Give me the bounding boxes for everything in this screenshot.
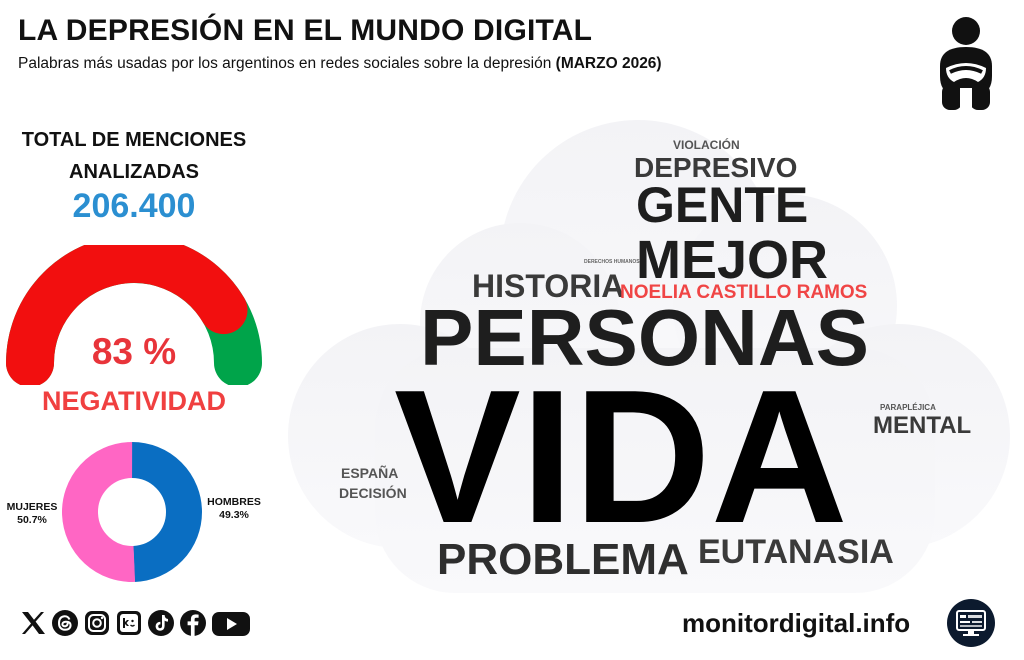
youtube-icon[interactable] — [210, 608, 252, 638]
subtitle-date: (MARZO 2026) — [555, 55, 662, 72]
women-value: 50.7% — [17, 514, 47, 526]
word-cloud-background — [288, 120, 1010, 593]
women-label-group: MUJERES 50.7% — [4, 501, 60, 527]
total-mentions-label: TOTAL DE MENCIONES ANALIZADAS — [21, 129, 247, 183]
negativity-value: 83 % — [91, 331, 177, 372]
tiktok-icon[interactable] — [146, 608, 176, 638]
instagram-icon[interactable] — [82, 608, 112, 638]
site-url[interactable]: monitordigital.info — [682, 608, 911, 638]
word-derechos-humanos: DERECHOS HUMANOS — [584, 259, 640, 265]
word-espana: ESPAÑA — [341, 465, 399, 481]
page-title: LA DEPRESIÓN EN EL MUNDO DIGITAL — [18, 14, 593, 47]
negativity-gauge — [6, 245, 262, 385]
word-problema: PROBLEMA — [437, 535, 689, 584]
facebook-icon[interactable] — [178, 608, 208, 638]
subtitle-text: Palabras más usadas por los argentinos e… — [18, 55, 556, 72]
word-historia: HISTORIA — [472, 268, 625, 304]
kick-icon[interactable] — [114, 608, 144, 638]
men-value: 49.3% — [219, 509, 249, 521]
word-personas: PERSONAS — [420, 293, 869, 382]
word-depresivo: DEPRESIVO — [634, 152, 798, 183]
monitor-icon — [947, 599, 995, 647]
word-mejor: MEJOR — [636, 230, 829, 290]
gauge-negative-arc — [6, 245, 248, 385]
word-paraplejica: PARAPLÉJICA — [880, 403, 936, 412]
depressed-person-icon — [940, 17, 992, 110]
men-label-group: HOMBRES 49.3% — [206, 496, 262, 522]
gender-donut — [62, 442, 202, 582]
page-subtitle: Palabras más usadas por los argentinos e… — [18, 55, 662, 73]
word-mental: MENTAL — [873, 412, 972, 439]
x-icon[interactable] — [18, 608, 48, 638]
total-mentions-value: 206.400 — [72, 187, 196, 225]
threads-icon[interactable] — [50, 608, 80, 638]
word-eutanasia: EUTANASIA — [698, 533, 894, 571]
negativity-label: NEGATIVIDAD — [41, 386, 226, 416]
word-decision: DECISIÓN — [339, 485, 407, 501]
word-gente: GENTE — [636, 177, 809, 233]
social-icons — [18, 608, 252, 638]
word-vida: VIDA — [394, 351, 848, 563]
men-label: HOMBRES — [207, 496, 261, 508]
women-label: MUJERES — [6, 501, 58, 513]
word-noelia-castillo-ramos: NOELIA CASTILLO RAMOS — [620, 282, 868, 303]
word-violacion: VIOLACIÓN — [673, 138, 740, 152]
